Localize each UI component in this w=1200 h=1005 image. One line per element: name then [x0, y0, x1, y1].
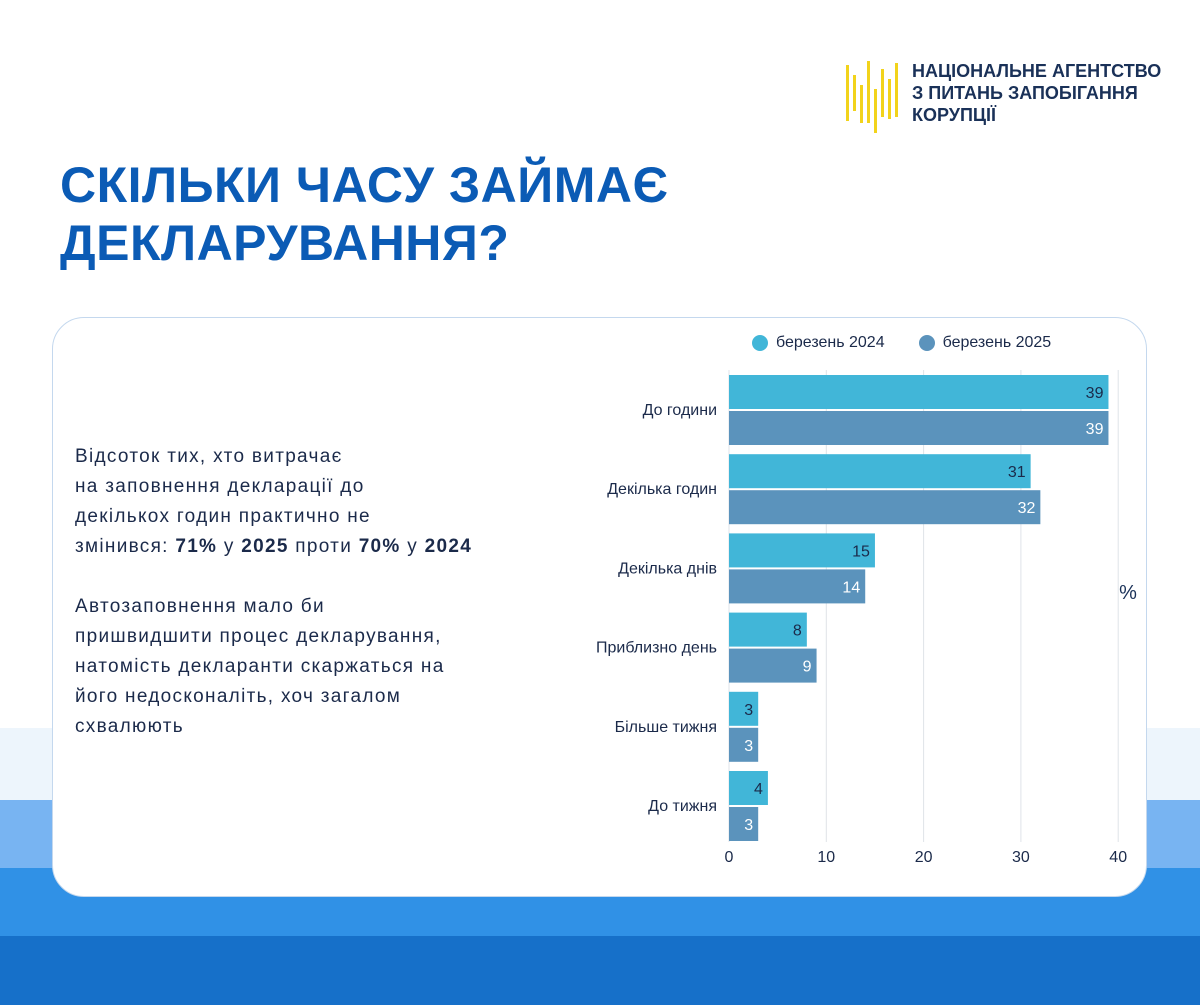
- bar-value-label: 8: [793, 623, 802, 640]
- summary-text: у: [400, 536, 425, 557]
- agency-name-line3: КОРУПЦІЇ: [912, 105, 997, 125]
- agency-logo: [846, 61, 898, 133]
- bar-value-label: 3: [744, 738, 753, 755]
- legend-label-2025: березень 2025: [942, 334, 1052, 351]
- summary-text: змінився:: [75, 536, 176, 557]
- category-label: До години: [643, 402, 717, 419]
- legend-item-2024: березень 2024: [752, 334, 885, 352]
- agency-name: НАЦІОНАЛЬНЕ АГЕНТСТВО З ПИТАНЬ ЗАПОБІГАН…: [912, 60, 1161, 126]
- legend-label-2024: березень 2024: [776, 334, 885, 351]
- page-title: СКІЛЬКИ ЧАСУ ЗАЙМАЄ ДЕКЛАРУВАННЯ?: [60, 156, 669, 272]
- summary-text: у: [217, 536, 242, 557]
- category-label: Декілька днів: [618, 560, 717, 577]
- x-tick-label: 30: [1012, 849, 1030, 866]
- chart-legend: березень 2024 березень 2025: [752, 334, 1085, 352]
- bar-value-label: 14: [842, 579, 860, 596]
- background-band-dark: [0, 936, 1200, 1005]
- agency-name-line1: НАЦІОНАЛЬНЕ АГЕНТСТВО: [912, 61, 1162, 81]
- bar-2025: [729, 727, 759, 762]
- autofill-line-1: Автозаповнення мало би: [75, 596, 325, 617]
- category-label: Більше тижня: [615, 719, 717, 736]
- category-label: Приблизно день: [596, 640, 717, 657]
- bar-2025: [729, 807, 759, 841]
- page-title-line2: ДЕКЛАРУВАННЯ?: [60, 215, 510, 271]
- autofill-line-2: пришвидшити процес декларування,: [75, 626, 442, 647]
- bar-value-label: 3: [744, 702, 753, 719]
- bar-value-label: 39: [1086, 421, 1104, 438]
- summary-line-2: на заповнення декларації до: [75, 476, 365, 497]
- category-label: До тижня: [648, 798, 717, 815]
- x-tick-label: 20: [915, 849, 933, 866]
- bar-value-label: 32: [1018, 500, 1036, 517]
- bar-value-label: 31: [1008, 464, 1026, 481]
- bar-value-label: 15: [852, 543, 870, 560]
- unit-label: %: [1119, 582, 1137, 604]
- legend-item-2025: березень 2025: [918, 334, 1052, 352]
- bar-2024: [729, 375, 1109, 409]
- bar-2024: [729, 454, 1031, 489]
- bar-2025: [729, 569, 866, 604]
- stat-2025-percent: 71%: [175, 536, 218, 557]
- bar-2024: [729, 612, 807, 647]
- bar-2024: [729, 533, 875, 568]
- bar-2025: [729, 490, 1041, 525]
- x-tick-label: 10: [817, 849, 835, 866]
- stat-2024-percent: 70%: [358, 536, 401, 557]
- legend-dot-2025: [918, 335, 935, 351]
- autofill-paragraph: Автозаповнення мало би пришвидшити проце…: [75, 592, 445, 742]
- x-tick-label: 0: [725, 849, 734, 866]
- summary-line-1: Відсоток тих, хто витрачає: [75, 446, 343, 467]
- bar-2024: [729, 691, 759, 726]
- bar-value-label: 3: [744, 817, 753, 834]
- summary-paragraph: Відсоток тих, хто витрачає на заповнення…: [75, 442, 472, 562]
- summary-line-3: декількох годин практично не: [75, 506, 371, 527]
- bar-2025: [729, 411, 1109, 445]
- page-title-line1: СКІЛЬКИ ЧАСУ ЗАЙМАЄ: [60, 157, 669, 213]
- autofill-line-4: його недосконаліть, хоч загалом: [75, 686, 402, 707]
- category-label: Декілька годин: [607, 481, 717, 498]
- stat-2025-year: 2025: [241, 536, 289, 557]
- autofill-line-3: натомість декларанти скаржаться на: [75, 656, 445, 677]
- autofill-line-5: схвалюють: [75, 716, 184, 737]
- bar-2025: [729, 648, 817, 683]
- stat-2024-year: 2024: [424, 536, 473, 557]
- summary-text: проти: [288, 536, 359, 557]
- legend-dot-2024: [752, 335, 768, 351]
- bar-value-label: 39: [1086, 385, 1104, 402]
- bar-value-label: 9: [803, 659, 812, 676]
- x-tick-label: 40: [1109, 849, 1127, 866]
- agency-name-line2: З ПИТАНЬ ЗАПОБІГАННЯ: [912, 83, 1138, 103]
- summary-line-4: змінився: 71% у 2025 проти 70% у 2024: [75, 532, 472, 562]
- bar-value-label: 4: [754, 781, 763, 798]
- bar-2024: [729, 771, 768, 805]
